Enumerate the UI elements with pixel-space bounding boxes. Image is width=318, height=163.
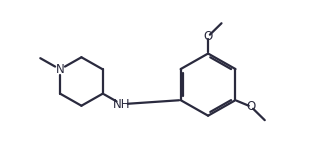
Text: O: O <box>247 100 256 113</box>
Text: O: O <box>204 30 213 43</box>
Text: N: N <box>56 63 65 76</box>
Text: NH: NH <box>113 98 130 111</box>
